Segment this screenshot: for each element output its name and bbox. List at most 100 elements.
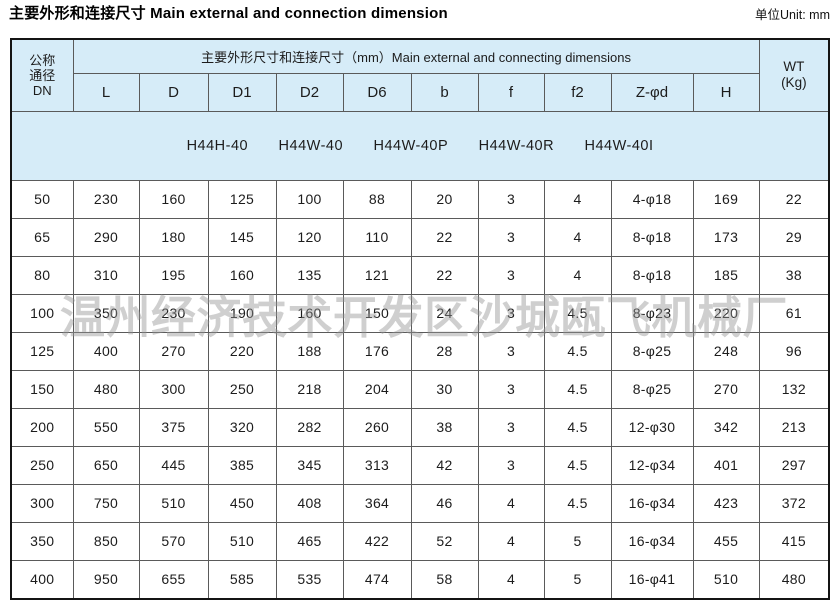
page-title: 主要外形和连接尺寸 Main external and connection d…	[9, 5, 448, 22]
table-cell: 12-φ34	[610, 445, 694, 485]
table-cell: 16-φ41	[610, 559, 694, 599]
table-cell: 270	[138, 331, 209, 371]
table-cell: 480	[72, 369, 140, 409]
table-cell: 474	[342, 559, 412, 599]
table-cell: 22	[758, 179, 830, 219]
table-cell: 22	[410, 255, 479, 295]
table-cell: 401	[692, 445, 760, 485]
model-name: H44W-40	[278, 137, 344, 154]
table-cell: 535	[275, 559, 344, 599]
table-cell: 480	[758, 559, 830, 599]
table-cell: 4	[543, 179, 612, 219]
table-cell: 750	[72, 483, 140, 523]
table-row: 300 750 510 450 408 364 46 4 4.5 16-φ34 423 372	[10, 483, 830, 523]
table-cell: 400	[10, 559, 74, 599]
table-cell: 150	[10, 369, 74, 409]
model-name: H44W-40P	[373, 137, 449, 154]
table-cell: 550	[72, 407, 140, 447]
col-header-d6: D6	[342, 72, 412, 112]
table-row: 150 480 300 250 218 204 30 3 4.5 8-φ25 270 132	[10, 369, 830, 409]
table-cell: 204	[342, 369, 412, 409]
table-cell: 42	[410, 445, 479, 485]
table-cell: 30	[410, 369, 479, 409]
model-name: H44H-40	[186, 137, 249, 154]
table-row: 50 230 160 125 100 88 20 3 4 4-φ18 169 22	[10, 179, 830, 219]
table-cell: 4	[543, 217, 612, 257]
table-cell: 297	[758, 445, 830, 485]
table-cell: 4	[477, 559, 545, 599]
table-cell: 385	[207, 445, 277, 485]
table-cell: 282	[275, 407, 344, 447]
table-cell: 4.5	[543, 331, 612, 371]
table-cell: 160	[138, 179, 209, 219]
table-cell: 16-φ34	[610, 483, 694, 523]
table-cell: 110	[342, 217, 412, 257]
table-cell: 290	[72, 217, 140, 257]
table-cell: 270	[692, 369, 760, 409]
table-cell: 313	[342, 445, 412, 485]
table-cell: 160	[275, 293, 344, 333]
table-cell: 248	[692, 331, 760, 371]
table-cell: 220	[207, 331, 277, 371]
table-cell: 8-φ18	[610, 255, 694, 295]
table-cell: 20	[410, 179, 479, 219]
table-cell: 4.5	[543, 293, 612, 333]
table-cell: 218	[275, 369, 344, 409]
dn-header-line: DN	[32, 82, 52, 98]
table-cell: 585	[207, 559, 277, 599]
table-cell: 4	[543, 255, 612, 295]
table-cell: 132	[758, 369, 830, 409]
table-cell: 3	[477, 255, 545, 295]
wt-header-line: WT	[783, 59, 805, 75]
col-header-b: b	[410, 72, 479, 112]
table-row: 65 290 180 145 120 110 22 3 4 8-φ18 173 29	[10, 217, 830, 257]
title-bar: 主要外形和连接尺寸 Main external and connection d…	[9, 3, 830, 25]
table-row: 250 650 445 385 345 313 42 3 4.5 12-φ34 401 297	[10, 445, 830, 485]
table-cell: 4.5	[543, 483, 612, 523]
table-cell: 180	[138, 217, 209, 257]
table-cell: 310	[72, 255, 140, 295]
table-cell: 3	[477, 217, 545, 257]
table-cell: 320	[207, 407, 277, 447]
table-cell: 375	[138, 407, 209, 447]
table-cell: 350	[72, 293, 140, 333]
table-cell: 28	[410, 331, 479, 371]
table-cell: 4.5	[543, 407, 612, 447]
table-cell: 176	[342, 331, 412, 371]
table-cell: 4-φ18	[610, 179, 694, 219]
model-name: H44W-40R	[478, 137, 555, 154]
table-cell: 8-φ25	[610, 369, 694, 409]
table-body: 50 230 160 125 100 88 20 3 4 4-φ18 169 22 65 290 180 14…	[10, 179, 830, 599]
dn-header-line: 通径	[29, 67, 56, 83]
models-cell: H44H-40 H44W-40 H44W-40P H44W-40R H44W-4…	[10, 110, 830, 181]
table-cell: 38	[758, 255, 830, 295]
table-cell: 61	[758, 293, 830, 333]
col-header-f: f	[477, 72, 545, 112]
table-cell: 3	[477, 445, 545, 485]
table-cell: 38	[410, 407, 479, 447]
table-cell: 52	[410, 521, 479, 561]
table-cell: 342	[692, 407, 760, 447]
unit-label: 单位Unit: mm	[754, 8, 830, 22]
table-cell: 120	[275, 217, 344, 257]
table-cell: 50	[10, 179, 74, 219]
table-cell: 510	[207, 521, 277, 561]
table-cell: 8-φ23	[610, 293, 694, 333]
table-row: 125 400 270 220 188 176 28 3 4.5 8-φ25 248 96	[10, 331, 830, 371]
table-cell: 3	[477, 369, 545, 409]
table-cell: 185	[692, 255, 760, 295]
table-cell: 950	[72, 559, 140, 599]
table-cell: 195	[138, 255, 209, 295]
header-row-sub: L D D1 D2 D6 b f f2 Z-φd H	[11, 72, 829, 112]
table-cell: 345	[275, 445, 344, 485]
table-cell: 350	[10, 521, 74, 561]
col-header-f2: f2	[543, 72, 612, 112]
table-cell: 96	[758, 331, 830, 371]
table-row: 100 350 230 190 160 150 24 3 4.5 8-φ23 220 61	[10, 293, 830, 333]
table-cell: 465	[275, 521, 344, 561]
table-cell: 220	[692, 293, 760, 333]
table-cell: 650	[72, 445, 140, 485]
table-cell: 80	[10, 255, 74, 295]
table-cell: 173	[692, 217, 760, 257]
table-cell: 8-φ18	[610, 217, 694, 257]
